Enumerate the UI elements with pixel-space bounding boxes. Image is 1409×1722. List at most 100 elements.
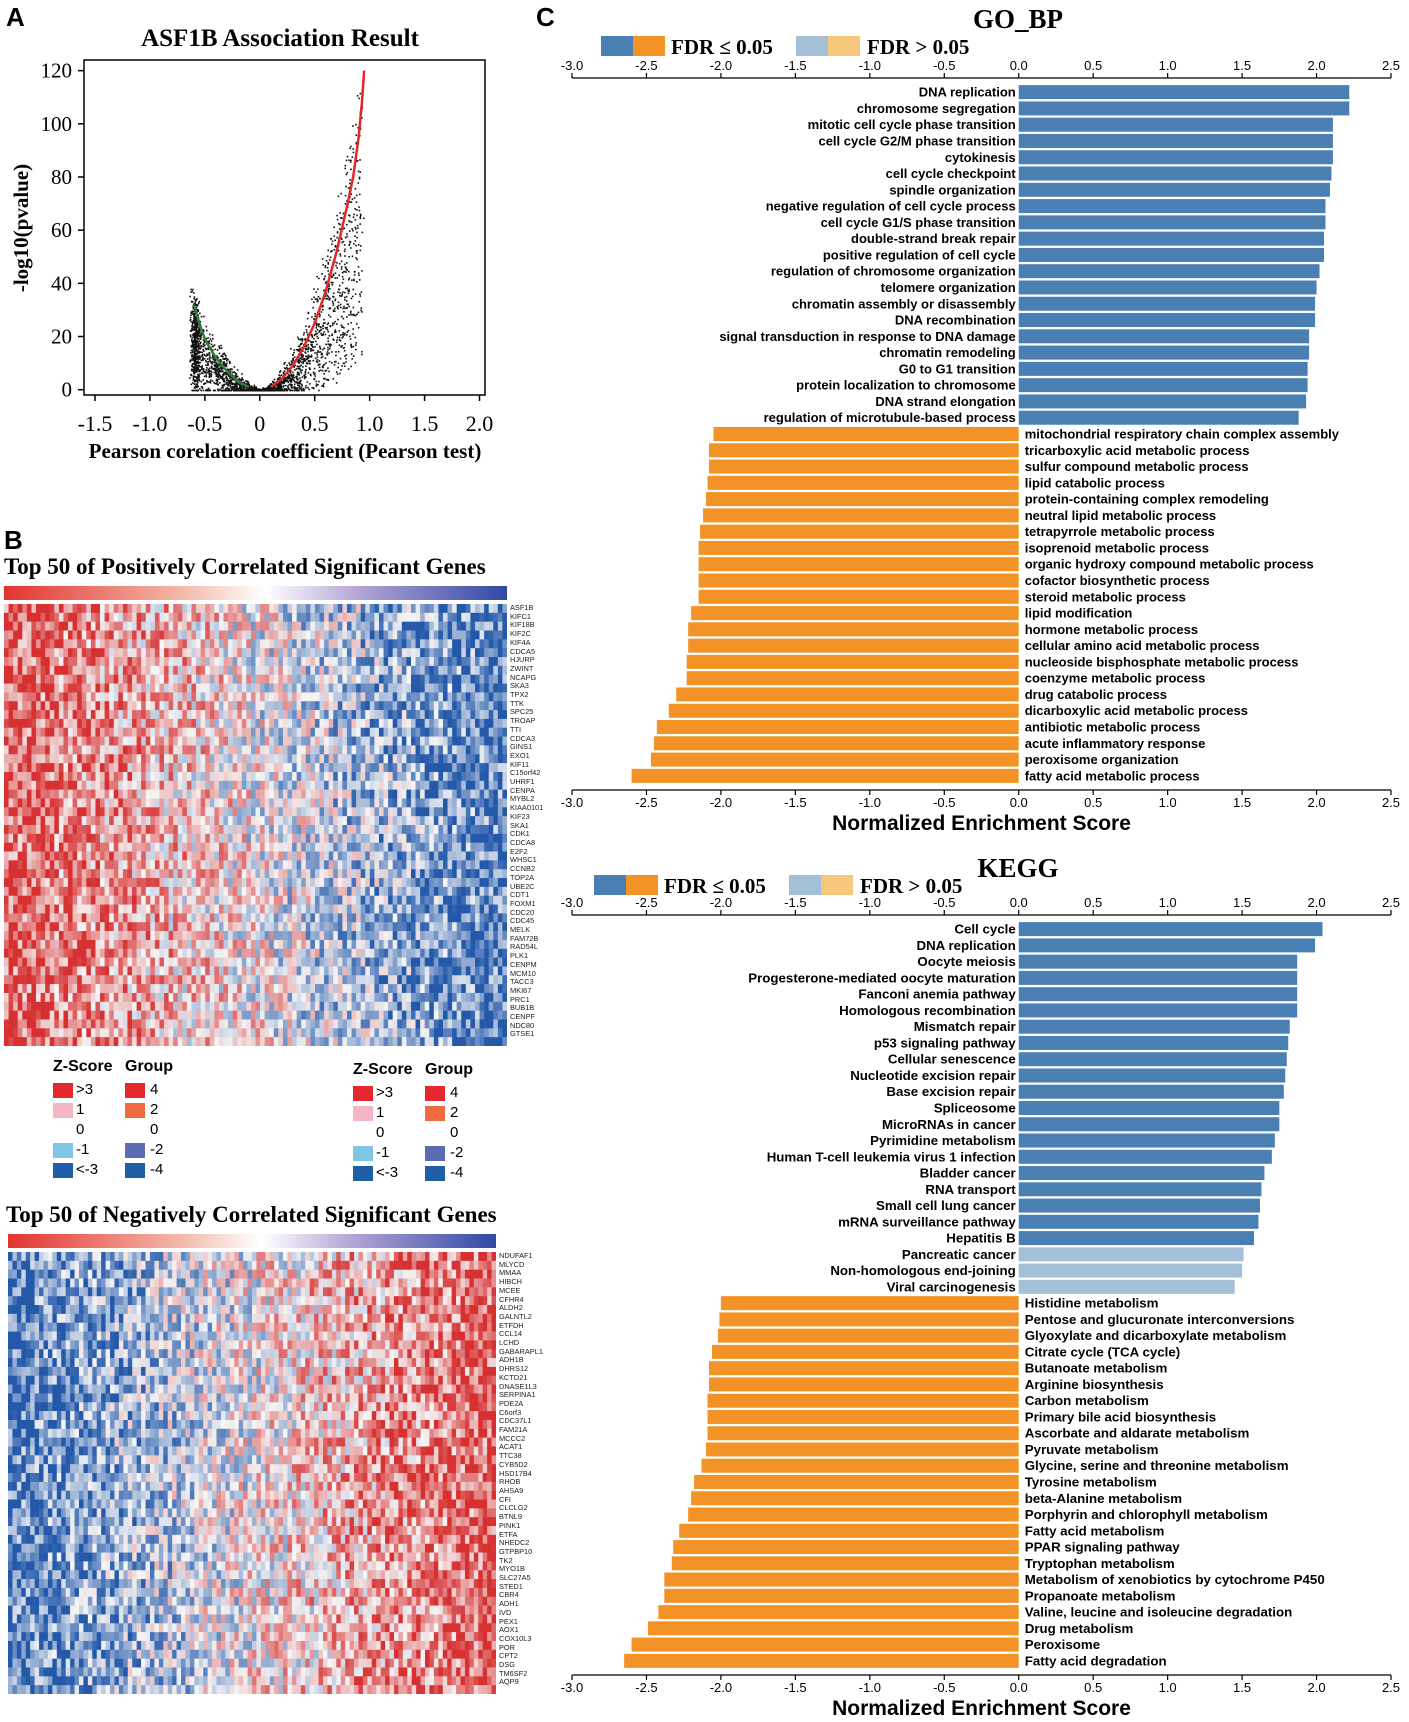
legend-swatch-nonsig-neg <box>821 875 853 895</box>
y-tick-label: 40 <box>51 271 72 295</box>
bar <box>686 671 1019 686</box>
gene-label: CDT1 <box>510 890 530 900</box>
bar <box>707 1409 1019 1424</box>
zscore-swatch <box>353 1166 373 1181</box>
bar <box>707 1393 1019 1408</box>
gene-label: NDC80 <box>510 1020 535 1030</box>
bar <box>1018 378 1308 393</box>
group-swatch <box>125 1103 145 1118</box>
x-tick-label: -2.0 <box>710 1680 732 1695</box>
group-swatch <box>425 1146 445 1161</box>
gene-label: NHEDC2 <box>499 1538 530 1548</box>
group-swatch <box>425 1106 445 1121</box>
x-tick-label: -1.5 <box>784 1680 806 1695</box>
bar-label: Arginine biosynthesis <box>1025 1377 1164 1392</box>
gene-label: HJURP <box>510 655 535 665</box>
bar <box>708 443 1019 458</box>
bar <box>1018 922 1323 937</box>
bar <box>703 508 1019 523</box>
bar <box>650 752 1019 767</box>
bar <box>1018 1003 1298 1018</box>
group-label: -4 <box>450 1164 464 1181</box>
bar-label: Histidine metabolism <box>1025 1296 1159 1311</box>
bar-label: cellular amino acid metabolic process <box>1025 638 1260 653</box>
x-tick-label: -0.5 <box>187 411 222 436</box>
bar-label: Cell cycle <box>954 922 1015 937</box>
bar <box>1018 264 1320 279</box>
bar <box>1018 970 1298 985</box>
bar-label: Nucleotide excision repair <box>850 1068 1016 1083</box>
legend-swatch-nonsig-pos <box>796 36 828 56</box>
gene-label: TPX2 <box>510 690 529 700</box>
bar-label: Butanoate metabolism <box>1025 1361 1168 1376</box>
gene-label: SPC25 <box>510 707 534 717</box>
bar-label: Glyoxylate and dicarboxylate metabolism <box>1025 1328 1287 1343</box>
zscore-title: Z-Score <box>53 1058 113 1075</box>
bar <box>1018 1133 1275 1148</box>
bar-label: Peroxisome <box>1025 1637 1100 1652</box>
bar-label: Mismatch repair <box>914 1019 1016 1034</box>
gene-label: DNASE1L3 <box>499 1381 537 1391</box>
bar-label: spindle organization <box>889 182 1015 197</box>
gene-label: KIF11 <box>510 759 530 769</box>
gene-label: CENPA <box>510 785 535 795</box>
x-tick-label: 0.0 <box>1010 895 1028 910</box>
x-tick-label: -1.5 <box>784 795 806 810</box>
panel-label-b: B <box>4 525 23 555</box>
bar <box>1018 1231 1255 1246</box>
x-tick-label: -1.0 <box>859 58 881 73</box>
gene-label: TK2 <box>499 1555 513 1565</box>
gene-label: CFI <box>499 1494 511 1504</box>
gene-label: KIF2C <box>510 629 531 639</box>
x-tick-label: 2.5 <box>1382 795 1400 810</box>
bar <box>700 524 1019 539</box>
x-tick-label: -3.0 <box>561 795 583 810</box>
gene-point-cloud <box>189 92 365 392</box>
bar-label: negative regulation of cell cycle proces… <box>766 199 1016 214</box>
bar <box>691 1491 1019 1506</box>
gene-label: CENPF <box>510 1012 536 1022</box>
x-tick-label: 1.0 <box>1159 1680 1177 1695</box>
x-tick-label: -3.0 <box>561 58 583 73</box>
zscore-label: >3 <box>376 1084 394 1101</box>
zscore-label: 0 <box>376 1124 385 1141</box>
bar-label: Pentose and glucuronate interconversions <box>1025 1312 1295 1327</box>
x-tick-label: 0.5 <box>1084 1680 1102 1695</box>
bar <box>1018 1198 1260 1213</box>
group-swatch <box>125 1083 145 1098</box>
bar-label: Bladder cancer <box>920 1166 1016 1181</box>
bar <box>1018 1263 1243 1278</box>
gene-label: KIAA0101 <box>510 803 544 813</box>
bar-label: peroxisome organization <box>1025 752 1179 767</box>
gene-label: SKA3 <box>510 681 529 691</box>
heatmap-neg-gene-list: NDUFAF1 MLYCD MMAA HIBCH MCEE CFHR4 ALDH2 GALNT… <box>499 1251 543 1687</box>
zscore-swatch <box>53 1083 73 1098</box>
gene-label: GALNTL2 <box>499 1311 532 1321</box>
bar <box>698 557 1019 572</box>
gene-label: PINK1 <box>499 1520 521 1530</box>
zscore-swatch <box>353 1106 373 1121</box>
gene-label: MYO1B <box>499 1564 525 1574</box>
gene-label: ADH1 <box>499 1599 519 1609</box>
gene-label: PLK1 <box>510 951 529 961</box>
x-tick-label: -1.0 <box>859 795 881 810</box>
x-tick-label: 0.0 <box>1010 795 1028 810</box>
bar <box>1018 1052 1287 1067</box>
bar-label: tetrapyrrole metabolic process <box>1025 524 1215 539</box>
bar-label: G0 to G1 transition <box>899 361 1016 376</box>
bar-label: Glycine, serine and threonine metabolism <box>1025 1458 1289 1473</box>
zscore-title: Z-Score <box>353 1061 413 1078</box>
bar <box>708 459 1019 474</box>
bar <box>1018 1279 1235 1294</box>
gene-label: MCCC2 <box>499 1433 526 1443</box>
bar <box>1018 345 1310 360</box>
x-tick-label: -3.0 <box>561 895 583 910</box>
group-label: -2 <box>450 1144 464 1161</box>
gene-label: MELK <box>510 925 531 935</box>
bar <box>1018 987 1298 1002</box>
gene-label: GTSE1 <box>510 1029 535 1039</box>
gene-label: RHOB <box>499 1477 521 1487</box>
bar-label: chromatin assembly or disassembly <box>792 296 1017 311</box>
x-tick-label: 1.5 <box>1233 895 1251 910</box>
bar <box>679 1523 1019 1538</box>
